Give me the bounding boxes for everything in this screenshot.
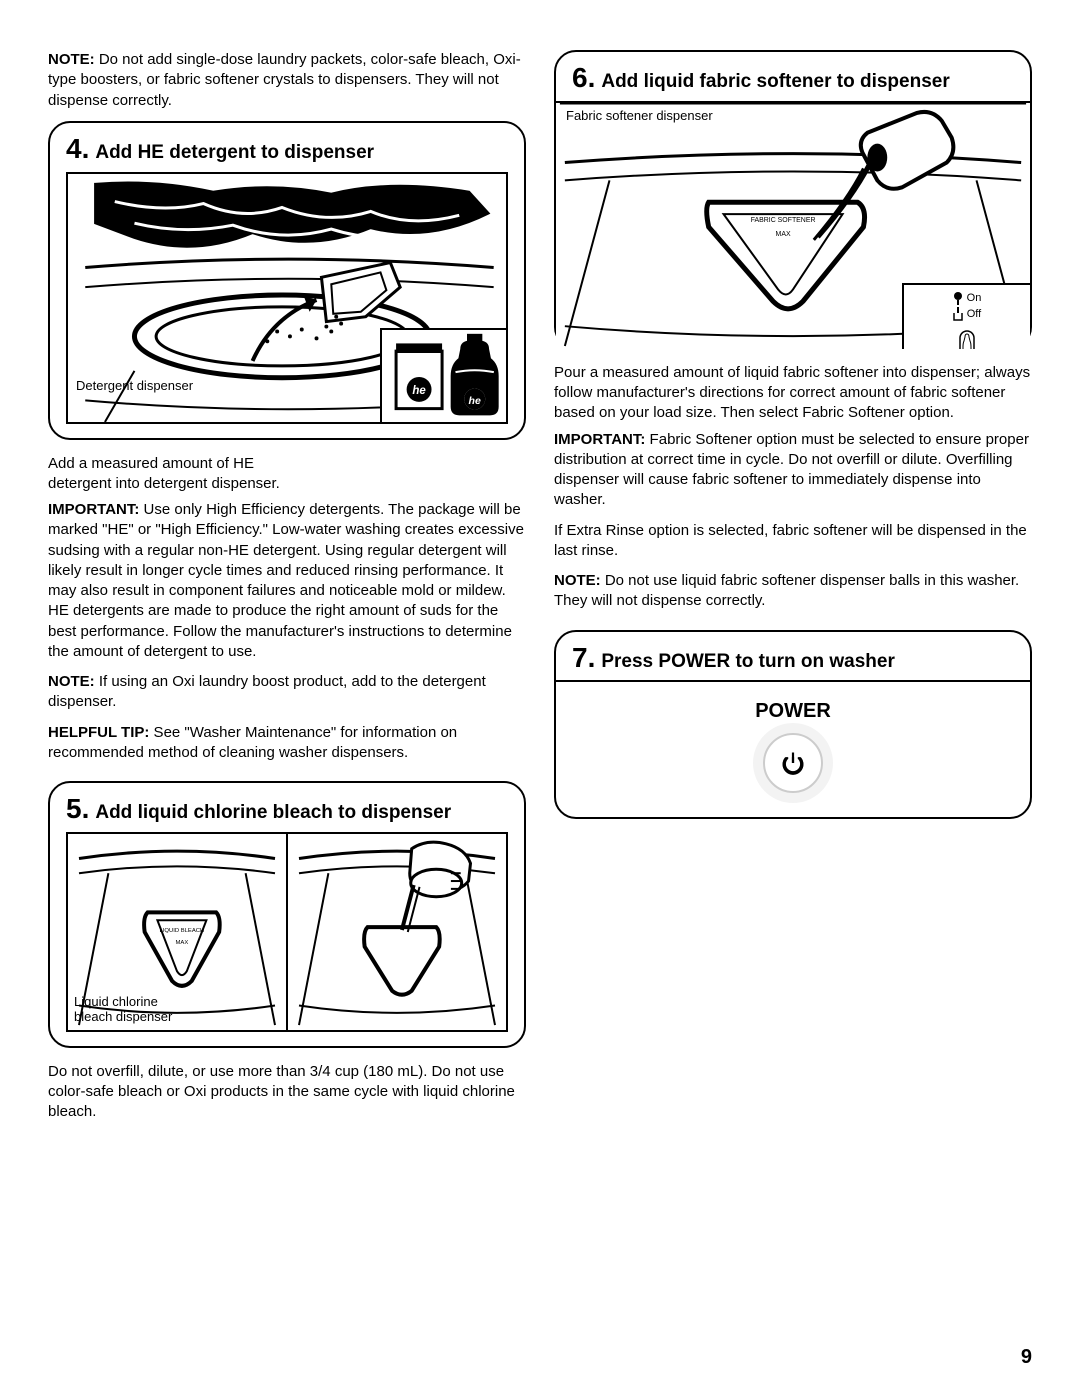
toggle-on-label: On	[967, 292, 982, 304]
top-note: NOTE: Do not add single-dose laundry pac…	[48, 50, 526, 111]
step4-important-text: Use only High Efficiency detergents. The…	[48, 501, 524, 660]
step6-illustration: FABRIC SOFTENER MAX Fabric softener disp…	[556, 101, 1030, 349]
step6-illus-label: Fabric softener dispenser	[566, 109, 713, 123]
page-columns: NOTE: Do not add single-dose laundry pac…	[48, 50, 1032, 1129]
step4-illus-label: Detergent dispenser	[76, 379, 193, 393]
power-area: POWER	[572, 682, 1014, 803]
step4-note2-label: NOTE:	[48, 673, 95, 690]
svg-text:he: he	[469, 394, 481, 406]
step4-caption: Add a measured amount of HE detergent in…	[48, 454, 318, 495]
step4-note2: NOTE: If using an Oxi laundry boost prod…	[48, 672, 526, 713]
step5-illus-label: Liquid chlorine bleach dispenser	[74, 995, 174, 1024]
he-detergent-inset: he he	[380, 328, 508, 424]
step5-illus-right	[287, 832, 508, 1032]
step6-note: NOTE: Do not use liquid fabric softener …	[554, 571, 1032, 612]
step4-note2-text: If using an Oxi laundry boost product, a…	[48, 673, 486, 710]
step6-caption: Pour a measured amount of liquid fabric …	[554, 363, 1032, 424]
step6-important: IMPORTANT: Fabric Softener option must b…	[554, 430, 1032, 511]
power-icon	[779, 749, 807, 777]
step4-important-label: IMPORTANT:	[48, 501, 139, 518]
svg-text:MAX: MAX	[776, 231, 791, 238]
step6-title: Add liquid fabric softener to dispenser	[601, 71, 949, 93]
page-number: 9	[1021, 1346, 1032, 1369]
step5-caption: Do not overfill, dilute, or use more tha…	[48, 1062, 526, 1123]
toggle-on-row: On	[953, 291, 982, 305]
step4-illustration: Detergent dispenser he he	[66, 172, 508, 424]
step6-header: 6. Add liquid fabric softener to dispens…	[572, 64, 1014, 93]
svg-text:he: he	[412, 385, 426, 397]
right-column: 6. Add liquid fabric softener to dispens…	[554, 50, 1032, 1129]
step6-box: 6. Add liquid fabric softener to dispens…	[554, 50, 1032, 349]
svg-text:MAX: MAX	[176, 940, 189, 946]
step7-num: 7.	[572, 644, 595, 672]
step5-illus-left: LIQUID BLEACH MAX Liquid chlorine bleach…	[66, 832, 287, 1032]
step5-illustrations: LIQUID BLEACH MAX Liquid chlorine bleach…	[66, 832, 508, 1032]
step6-extra: If Extra Rinse option is selected, fabri…	[554, 521, 1032, 562]
note-text: Do not add single-dose laundry packets, …	[48, 51, 521, 109]
step4-tip: HELPFUL TIP: See "Washer Maintenance" fo…	[48, 723, 526, 764]
step4-tip-label: HELPFUL TIP:	[48, 724, 149, 741]
power-button[interactable]	[763, 733, 823, 793]
toggle-off-label: Off	[967, 308, 981, 320]
step6-num: 6.	[572, 64, 595, 92]
step6-note-label: NOTE:	[554, 572, 601, 589]
step5-box: 5. Add liquid chlorine bleach to dispens…	[48, 781, 526, 1048]
step6-note-text: Do not use liquid fabric softener dispen…	[554, 572, 1019, 609]
step4-title: Add HE detergent to dispenser	[95, 142, 374, 164]
svg-text:LIQUID BLEACH: LIQUID BLEACH	[160, 928, 205, 934]
step5-title: Add liquid chlorine bleach to dispenser	[95, 802, 451, 824]
step7-title: Press POWER to turn on washer	[601, 651, 895, 673]
toggle-off-row: Off	[953, 307, 981, 321]
step7-header: 7. Press POWER to turn on washer	[572, 644, 1014, 673]
note-label: NOTE:	[48, 51, 95, 68]
power-label: POWER	[755, 700, 831, 723]
step4-important: IMPORTANT: Use only High Efficiency dete…	[48, 500, 526, 662]
step5-num: 5.	[66, 795, 89, 823]
step6-important-label: IMPORTANT:	[554, 431, 645, 448]
left-column: NOTE: Do not add single-dose laundry pac…	[48, 50, 526, 1129]
svg-text:FABRIC SOFTENER: FABRIC SOFTENER	[751, 217, 816, 224]
step4-header: 4. Add HE detergent to dispenser	[66, 135, 508, 164]
step4-box: 4. Add HE detergent to dispenser	[48, 121, 526, 440]
softener-option-inset: On Off Fabric Softener Dispenser	[902, 283, 1030, 349]
step7-box: 7. Press POWER to turn on washer POWER	[554, 630, 1032, 820]
step5-header: 5. Add liquid chlorine bleach to dispens…	[66, 795, 508, 824]
step4-num: 4.	[66, 135, 89, 163]
